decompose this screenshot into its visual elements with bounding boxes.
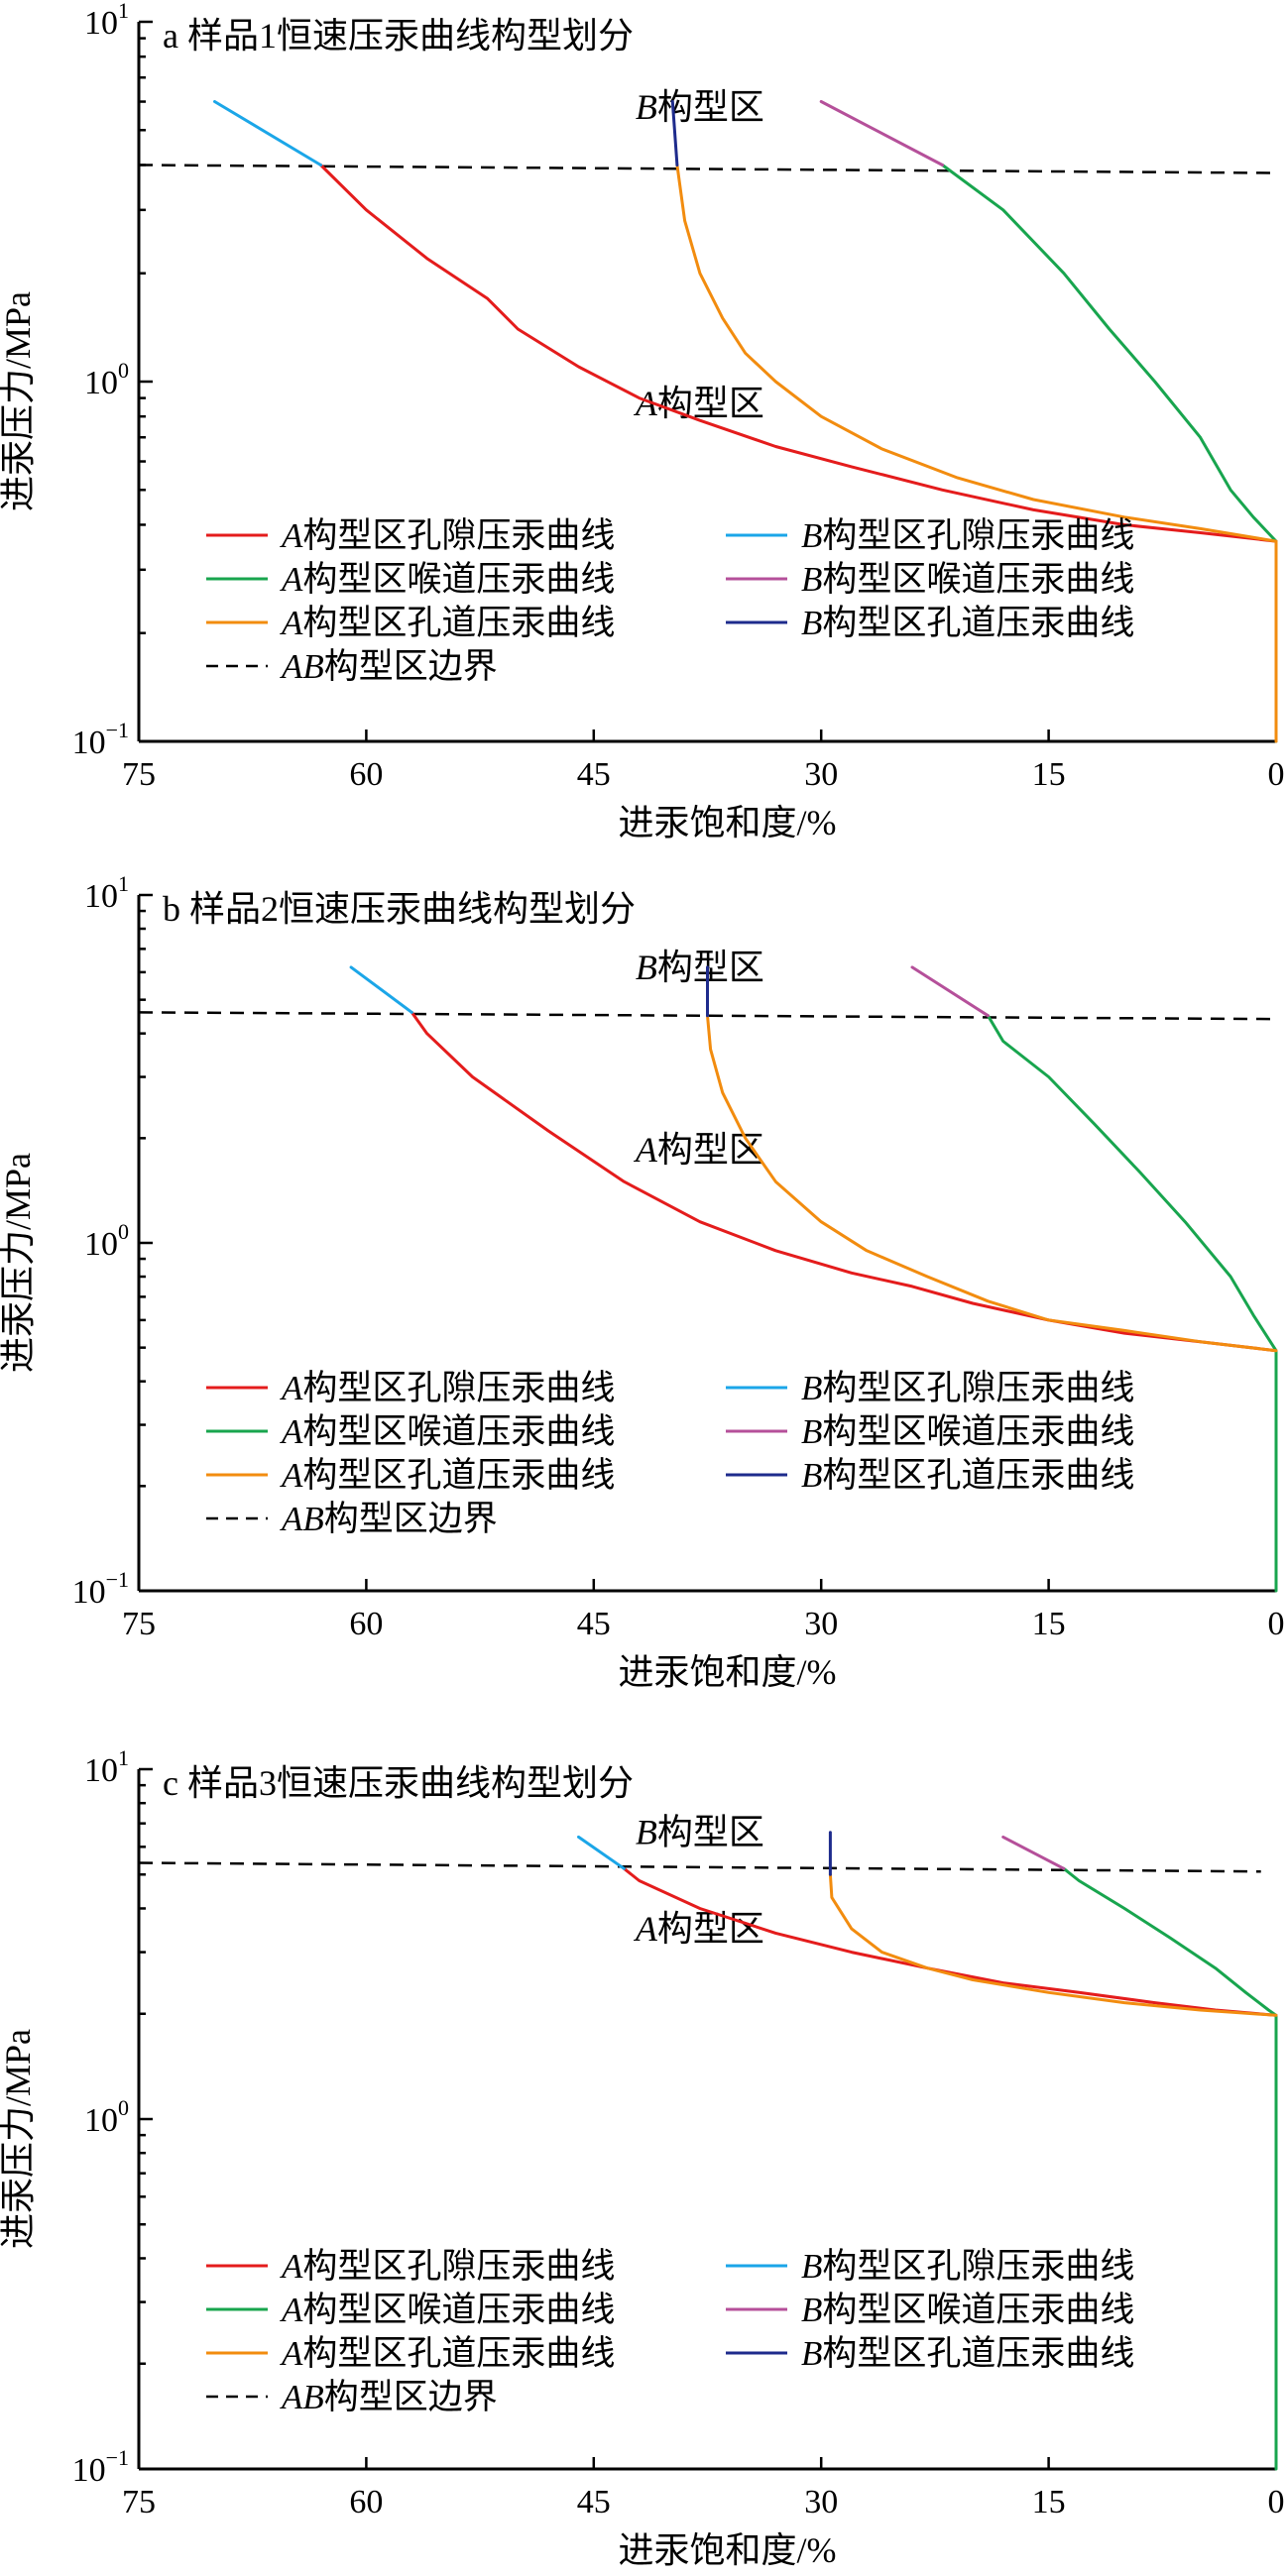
chart-panel-a: 75 60 45 30 15 0 101 100 10−1 进汞饱和度/% 进汞压力/MPa a 样品… bbox=[0, 0, 1285, 842]
y-tick-label: 101 bbox=[84, 871, 129, 915]
x-tick-label: 15 bbox=[1032, 1606, 1066, 1642]
x-tick-label: 75 bbox=[122, 1606, 156, 1642]
legend-label: B构型区孔隙压汞曲线 bbox=[801, 2247, 1134, 2286]
series-line bbox=[706, 1014, 1278, 1353]
x-axis-title: 进汞饱和度/% bbox=[619, 2530, 837, 2570]
series-line bbox=[349, 965, 413, 1014]
x-tick-label: 15 bbox=[1032, 756, 1066, 793]
chart-panel-b: 75 60 45 30 15 0 101 100 10−1 进汞饱和度/% 进汞压力/MPa b 样品… bbox=[0, 871, 1285, 1692]
x-axis-title: 进汞饱和度/% bbox=[619, 803, 837, 842]
legend-label: B构型区孔道压汞曲线 bbox=[801, 1456, 1134, 1495]
series-line bbox=[941, 164, 1278, 743]
legend: A构型区孔隙压汞曲线 B构型区孔隙压汞曲线 A构型区喉道压汞曲线 B构型区喉道压汞曲线… bbox=[206, 1369, 1134, 1538]
x-tick-label: 30 bbox=[804, 1606, 838, 1642]
x-tick-label: 30 bbox=[804, 756, 838, 793]
legend-label: A构型区孔隙压汞曲线 bbox=[280, 2247, 615, 2286]
ab-boundary-line bbox=[138, 164, 1277, 174]
chart-panel-c: 75 60 45 30 15 0 101 100 10−1 进汞饱和度/% 进汞压力/MPa c 样品… bbox=[0, 1745, 1285, 2570]
series-line bbox=[828, 1872, 1278, 2017]
legend-label: A构型区孔道压汞曲线 bbox=[280, 2334, 615, 2373]
series-line bbox=[819, 100, 944, 167]
y-tick-label: 100 bbox=[84, 2095, 129, 2139]
legend: A构型区孔隙压汞曲线 B构型区孔隙压汞曲线 A构型区喉道压汞曲线 B构型区喉道压汞曲线… bbox=[206, 516, 1134, 686]
legend: A构型区孔隙压汞曲线 B构型区孔隙压汞曲线 A构型区喉道压汞曲线 B构型区喉道压汞曲线… bbox=[206, 2247, 1134, 2416]
y-axis-title: 进汞压力/MPa bbox=[0, 1153, 38, 1373]
region-label-a: A构型区 bbox=[634, 1909, 764, 1949]
legend-label: B构型区孔道压汞曲线 bbox=[801, 604, 1134, 642]
series-line bbox=[910, 965, 990, 1018]
x-tick-label: 60 bbox=[349, 1606, 383, 1642]
legend-label: A构型区孔道压汞曲线 bbox=[280, 604, 615, 642]
legend-label: B构型区喉道压汞曲线 bbox=[801, 2291, 1134, 2329]
legend-label: B构型区孔隙压汞曲线 bbox=[801, 516, 1134, 555]
legend-label: AB构型区边界 bbox=[280, 2378, 498, 2416]
series-line bbox=[213, 100, 322, 167]
x-tick-label: 45 bbox=[577, 756, 611, 793]
y-tick-label: 10−1 bbox=[72, 718, 129, 761]
x-tick-label: 0 bbox=[1268, 2484, 1285, 2520]
legend-label: B构型区喉道压汞曲线 bbox=[801, 1412, 1134, 1451]
x-tick-label: 30 bbox=[804, 2484, 838, 2520]
legend-label: AB构型区边界 bbox=[280, 1500, 498, 1538]
panel-title: c 样品3恒速压汞曲线构型划分 bbox=[163, 1763, 634, 1803]
legend-label: A构型区喉道压汞曲线 bbox=[280, 1412, 615, 1451]
y-axis-title: 进汞压力/MPa bbox=[0, 2029, 38, 2249]
legend-label: B构型区喉道压汞曲线 bbox=[801, 560, 1134, 599]
legend-label: B构型区孔道压汞曲线 bbox=[801, 2334, 1134, 2373]
x-tick-label: 60 bbox=[349, 756, 383, 793]
x-tick-label: 0 bbox=[1268, 1606, 1285, 1642]
legend-label: A构型区喉道压汞曲线 bbox=[280, 560, 615, 599]
y-tick-label: 10−1 bbox=[72, 1567, 129, 1611]
x-tick-label: 75 bbox=[122, 756, 156, 793]
series-line bbox=[1001, 1835, 1066, 1870]
x-tick-label: 60 bbox=[349, 2484, 383, 2520]
x-tick-label: 45 bbox=[577, 2484, 611, 2520]
y-axis-title: 进汞压力/MPa bbox=[0, 291, 38, 511]
region-label-b: B构型区 bbox=[636, 948, 764, 987]
y-tick-label: 100 bbox=[84, 358, 129, 401]
y-tick-label: 101 bbox=[84, 0, 129, 42]
series-line bbox=[670, 100, 679, 167]
ab-boundary-line bbox=[138, 1011, 1277, 1021]
x-tick-label: 75 bbox=[122, 2484, 156, 2520]
legend-label: B构型区孔隙压汞曲线 bbox=[801, 1369, 1134, 1407]
legend-label: A构型区孔道压汞曲线 bbox=[280, 1456, 615, 1495]
region-label-a: A构型区 bbox=[634, 1130, 764, 1170]
region-label-b: B构型区 bbox=[636, 87, 764, 127]
x-tick-label: 15 bbox=[1032, 2484, 1066, 2520]
x-tick-label: 45 bbox=[577, 1606, 611, 1642]
x-axis-title: 进汞饱和度/% bbox=[619, 1652, 837, 1692]
x-tick-label: 0 bbox=[1268, 756, 1285, 793]
y-tick-label: 100 bbox=[84, 1219, 129, 1263]
series-line bbox=[986, 1014, 1278, 1593]
legend-label: A构型区孔隙压汞曲线 bbox=[280, 1369, 615, 1407]
region-label-a: A构型区 bbox=[634, 384, 764, 423]
legend-label: A构型区喉道压汞曲线 bbox=[280, 2291, 615, 2329]
region-label-b: B构型区 bbox=[636, 1813, 764, 1852]
legend-label: AB构型区边界 bbox=[280, 647, 498, 686]
panel-title: a 样品1恒速压汞曲线构型划分 bbox=[163, 16, 634, 56]
ab-boundary-line bbox=[138, 1861, 1261, 1873]
series-line bbox=[577, 1835, 626, 1870]
y-tick-label: 10−1 bbox=[72, 2445, 129, 2489]
series-line bbox=[675, 164, 1278, 743]
y-tick-label: 101 bbox=[84, 1745, 129, 1789]
series-line bbox=[1062, 1866, 1278, 2471]
series-line bbox=[410, 1010, 1278, 1353]
legend-label: A构型区孔隙压汞曲线 bbox=[280, 516, 615, 555]
panel-title: b 样品2恒速压汞曲线构型划分 bbox=[163, 889, 636, 929]
series-line bbox=[319, 164, 1278, 543]
